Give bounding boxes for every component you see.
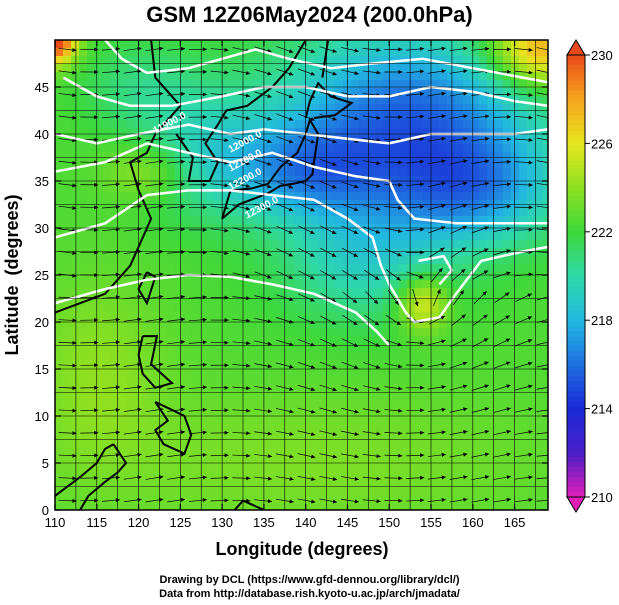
credit-line-1: Drawing by DCL (https://www.gfd-dennou.o… — [159, 574, 460, 586]
colorbar-tick-label: 210 — [591, 490, 613, 505]
colorbar-frame — [566, 54, 586, 498]
y-tick-label: 15 — [35, 362, 49, 377]
colorbar-tick-label: 222 — [591, 225, 613, 240]
temperature-field — [55, 40, 548, 510]
y-tick-label: 20 — [35, 315, 49, 330]
x-tick-label: 140 — [295, 515, 317, 530]
colorbar-max-arrow — [566, 39, 586, 56]
y-tick-label: 30 — [35, 221, 49, 236]
y-tick-label: 5 — [42, 456, 49, 471]
coastline-8 — [79, 443, 128, 510]
x-tick-label: 115 — [86, 515, 107, 530]
coastline-7 — [153, 400, 193, 455]
colorbar-tick-label: 226 — [591, 136, 613, 151]
streamlines — [58, 46, 548, 504]
colorbar-tick-label: 214 — [591, 402, 613, 417]
x-axis-ticks: 110 115 120 125 130 135 140 145 150 155 160 165 — [45, 40, 526, 530]
x-tick-label: 135 — [253, 515, 275, 530]
y-tick-label: 40 — [35, 127, 49, 142]
x-tick-label: 130 — [211, 515, 233, 530]
x-tick-label: 165 — [504, 515, 526, 530]
height-contour-4 — [55, 189, 548, 324]
credit-line-2: Data from http://database.rish.kyoto-u.a… — [159, 588, 460, 600]
gridlines — [55, 40, 548, 510]
height-contour-3 — [55, 142, 548, 225]
page-title: GSM 12Z06May2024 (200.0hPa) — [146, 2, 473, 27]
colorbar-tick-label: 218 — [591, 313, 613, 328]
x-axis-label: Longitude (degrees) — [215, 539, 388, 559]
y-tick-label: 35 — [35, 174, 49, 189]
x-tick-label: 160 — [462, 515, 484, 530]
x-tick-label: 120 — [128, 515, 150, 530]
y-axis-label: Latitude (degrees) — [2, 194, 22, 355]
y-tick-label: 25 — [35, 268, 49, 283]
colorbar-min-arrow — [566, 496, 586, 513]
coastline-9 — [55, 443, 114, 497]
coastline-6 — [137, 335, 175, 389]
coastline-5 — [137, 271, 157, 306]
x-tick-label: 110 — [45, 515, 66, 530]
y-tick-label: 0 — [42, 503, 49, 518]
x-tick-label: 150 — [378, 515, 400, 530]
y-tick-label: 10 — [35, 409, 49, 424]
y-axis-ticks: 0 5 10 15 20 25 30 35 40 45 — [35, 80, 548, 518]
colorbar: 230 226 222 218 214 210 — [566, 39, 613, 513]
coastline-3 — [304, 81, 354, 119]
x-tick-label: 155 — [420, 515, 442, 530]
x-tick-label: 145 — [337, 515, 359, 530]
x-tick-label: 125 — [169, 515, 191, 530]
y-tick-label: 45 — [35, 80, 49, 95]
colorbar-tick-label: 230 — [591, 48, 613, 63]
